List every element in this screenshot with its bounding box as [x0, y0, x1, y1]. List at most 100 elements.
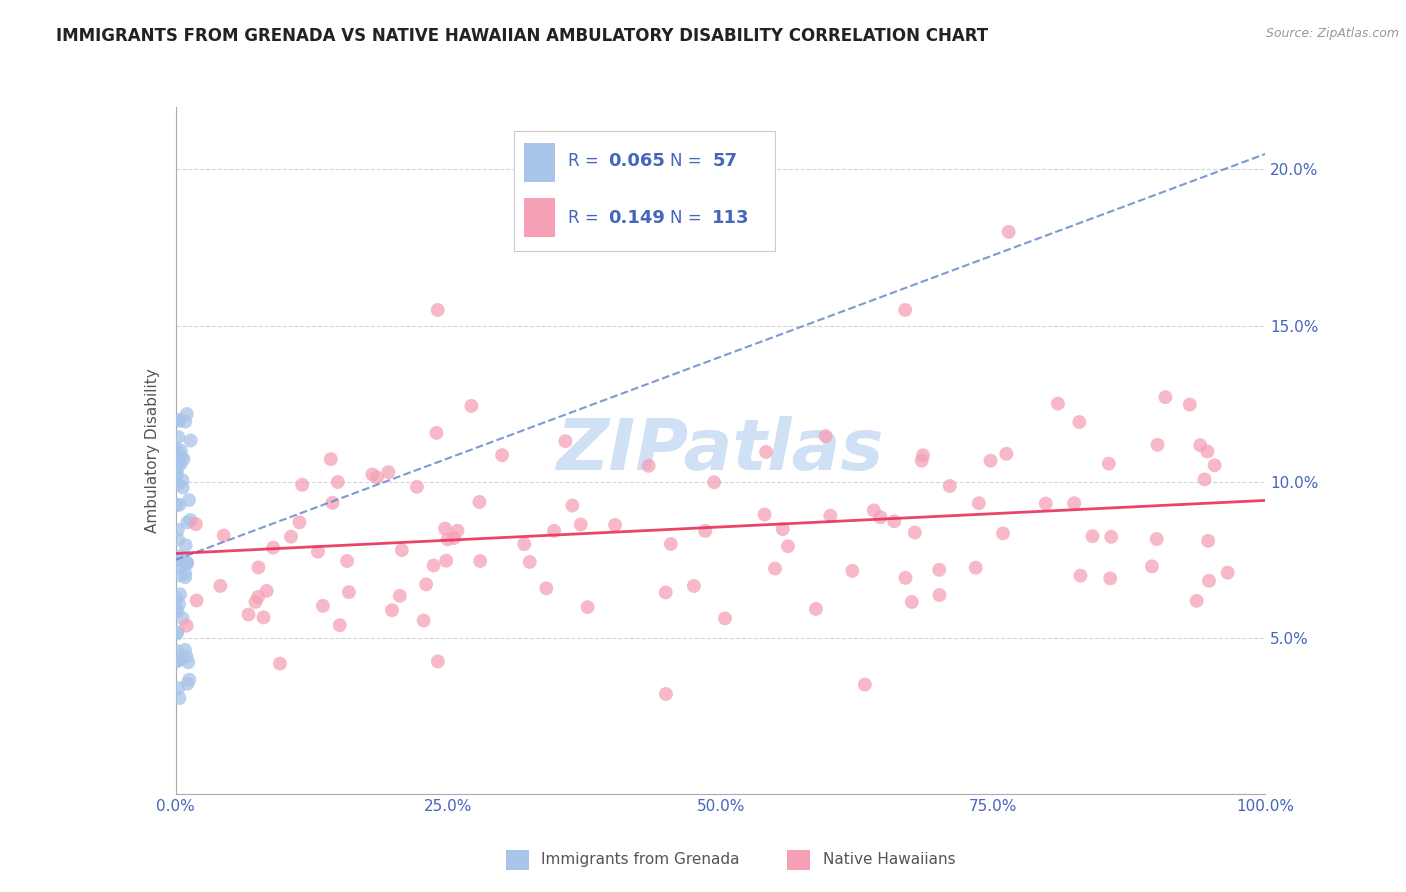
- Point: [165, 601, 187, 615]
- Point: [166, 624, 188, 639]
- Point: [167, 681, 190, 695]
- Text: Immigrants from Grenada: Immigrants from Grenada: [541, 853, 740, 867]
- Point: [174, 643, 197, 657]
- Point: [321, 496, 343, 510]
- Point: [167, 533, 190, 547]
- Text: N =: N =: [671, 153, 707, 170]
- Point: [470, 554, 492, 568]
- Point: [388, 589, 411, 603]
- Point: [361, 467, 384, 482]
- Point: [1140, 559, 1163, 574]
- Point: [814, 429, 837, 443]
- Point: [247, 590, 270, 604]
- Point: [841, 564, 863, 578]
- Point: [659, 537, 682, 551]
- Point: [422, 558, 444, 573]
- Point: [165, 654, 187, 668]
- Point: [166, 654, 188, 668]
- Point: [901, 595, 924, 609]
- Point: [714, 611, 737, 625]
- Point: [179, 513, 201, 527]
- Point: [166, 462, 188, 476]
- Point: [415, 577, 437, 591]
- Point: [238, 607, 260, 622]
- Point: [166, 644, 188, 658]
- Point: [406, 480, 429, 494]
- Point: [166, 467, 188, 482]
- Point: [997, 225, 1019, 239]
- Point: [939, 479, 962, 493]
- Point: [307, 544, 329, 558]
- Point: [654, 585, 676, 599]
- Point: [167, 597, 190, 611]
- Point: [1198, 574, 1220, 588]
- Point: [434, 554, 457, 568]
- Point: [491, 448, 513, 462]
- Point: [166, 448, 188, 462]
- Point: [165, 456, 187, 470]
- Point: [869, 510, 891, 524]
- Point: [381, 603, 404, 617]
- Point: [853, 678, 876, 692]
- FancyBboxPatch shape: [524, 198, 555, 237]
- Point: [326, 475, 349, 489]
- Point: [391, 543, 413, 558]
- FancyBboxPatch shape: [524, 143, 555, 182]
- Point: [536, 582, 558, 596]
- Point: [245, 595, 267, 609]
- Point: [165, 498, 187, 512]
- Point: [173, 452, 195, 467]
- Point: [894, 302, 917, 317]
- Point: [329, 618, 352, 632]
- Point: [174, 538, 197, 552]
- Point: [176, 556, 198, 570]
- Point: [172, 481, 194, 495]
- Text: 0.065: 0.065: [607, 153, 665, 170]
- Text: Source: ZipAtlas.com: Source: ZipAtlas.com: [1265, 27, 1399, 40]
- Point: [176, 556, 198, 570]
- Point: [269, 657, 291, 671]
- Point: [1098, 457, 1121, 471]
- Point: [170, 568, 193, 582]
- Point: [603, 517, 626, 532]
- Point: [883, 514, 905, 528]
- Point: [425, 425, 447, 440]
- Point: [280, 530, 302, 544]
- Point: [174, 566, 197, 581]
- Text: Native Hawaiians: Native Hawaiians: [823, 853, 955, 867]
- Point: [176, 618, 198, 632]
- Point: [169, 549, 191, 563]
- Point: [804, 602, 827, 616]
- Point: [554, 434, 576, 449]
- Point: [180, 434, 202, 448]
- Point: [1197, 533, 1219, 548]
- Point: [166, 523, 188, 537]
- Point: [377, 465, 399, 479]
- Point: [763, 561, 786, 575]
- Point: [252, 610, 274, 624]
- Point: [337, 585, 360, 599]
- Point: [1194, 472, 1216, 486]
- Point: [443, 531, 465, 545]
- Point: [980, 453, 1002, 467]
- Text: 57: 57: [713, 153, 737, 170]
- Point: [1185, 594, 1208, 608]
- Point: [177, 493, 200, 508]
- Point: [468, 495, 491, 509]
- Text: 0.149: 0.149: [607, 209, 665, 227]
- Point: [169, 457, 191, 471]
- Point: [991, 526, 1014, 541]
- Point: [176, 407, 198, 421]
- Point: [928, 563, 950, 577]
- Point: [167, 498, 190, 512]
- Point: [1035, 496, 1057, 510]
- Point: [519, 555, 541, 569]
- Point: [166, 591, 188, 606]
- Point: [569, 517, 592, 532]
- Point: [366, 470, 388, 484]
- Point: [169, 587, 191, 601]
- Point: [862, 503, 884, 517]
- Point: [179, 673, 201, 687]
- Point: [165, 442, 187, 456]
- Point: [513, 537, 536, 551]
